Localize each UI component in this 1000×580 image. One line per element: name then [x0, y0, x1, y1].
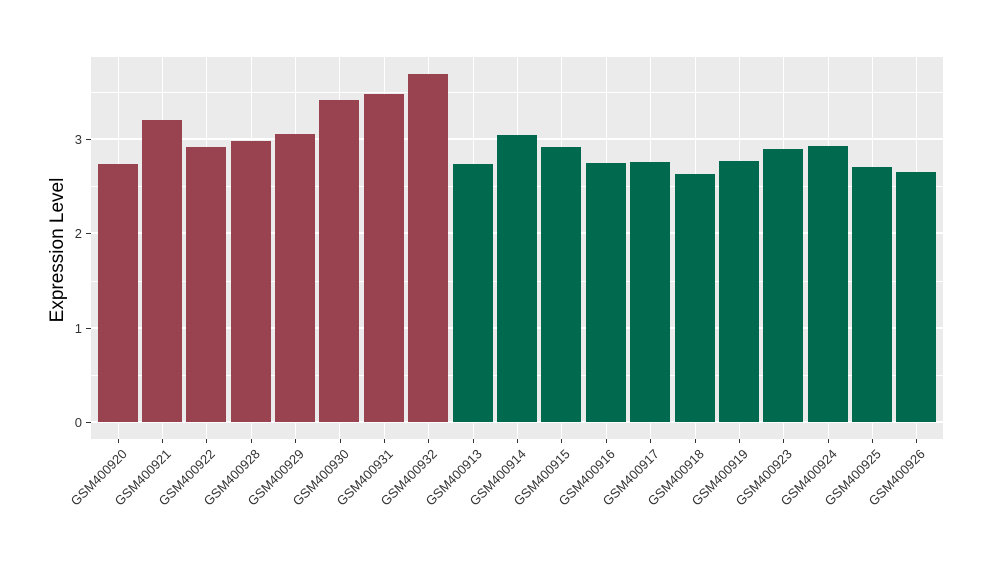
x-tick-GSM400924: [828, 439, 829, 443]
x-tick-GSM400917: [650, 439, 651, 443]
x-tick-GSM400928: [251, 439, 252, 443]
bar-GSM400925: [852, 167, 892, 422]
x-tick-GSM400923: [783, 439, 784, 443]
y-axis-title: Expression Level: [47, 177, 68, 323]
x-tick-GSM400920: [118, 439, 119, 443]
x-tick-GSM400931: [384, 439, 385, 443]
bar-GSM400926: [896, 172, 936, 422]
x-tick-GSM400926: [916, 439, 917, 443]
x-tick-GSM400930: [340, 439, 341, 443]
bar-GSM400929: [275, 134, 315, 422]
y-tick-0: [86, 422, 91, 423]
bar-GSM400932: [408, 74, 448, 422]
x-tick-GSM400921: [162, 439, 163, 443]
y-tick-label-2: 2: [74, 226, 82, 241]
bar-GSM400922: [186, 147, 226, 422]
bar-GSM400916: [586, 163, 626, 422]
bar-GSM400918: [675, 174, 715, 422]
bar-GSM400931: [364, 94, 404, 422]
bar-GSM400919: [719, 161, 759, 422]
y-tick-1: [86, 328, 91, 329]
bar-GSM400924: [808, 146, 848, 422]
y-tick-label-1: 1: [74, 321, 82, 336]
x-tick-GSM400916: [606, 439, 607, 443]
bar-GSM400920: [98, 164, 138, 422]
bar-GSM400921: [142, 120, 182, 422]
bar-GSM400930: [319, 100, 359, 422]
bar-GSM400915: [541, 147, 581, 422]
bar-GSM400914: [497, 135, 537, 422]
x-tick-GSM400925: [872, 439, 873, 443]
x-tick-GSM400929: [295, 439, 296, 443]
bar-GSM400923: [763, 149, 803, 422]
x-tick-GSM400932: [428, 439, 429, 443]
x-tick-GSM400922: [206, 439, 207, 443]
x-tick-GSM400913: [473, 439, 474, 443]
bar-GSM400917: [630, 162, 670, 422]
y-tick-label-3: 3: [74, 132, 82, 147]
x-tick-GSM400919: [739, 439, 740, 443]
bar-GSM400928: [231, 141, 271, 422]
x-tick-GSM400918: [695, 439, 696, 443]
x-tick-GSM400914: [517, 439, 518, 443]
plot-panel: [91, 57, 943, 439]
y-tick-2: [86, 233, 91, 234]
bar-GSM400913: [453, 164, 493, 422]
x-tick-GSM400915: [561, 439, 562, 443]
y-tick-label-0: 0: [74, 415, 82, 430]
y-tick-3: [86, 139, 91, 140]
